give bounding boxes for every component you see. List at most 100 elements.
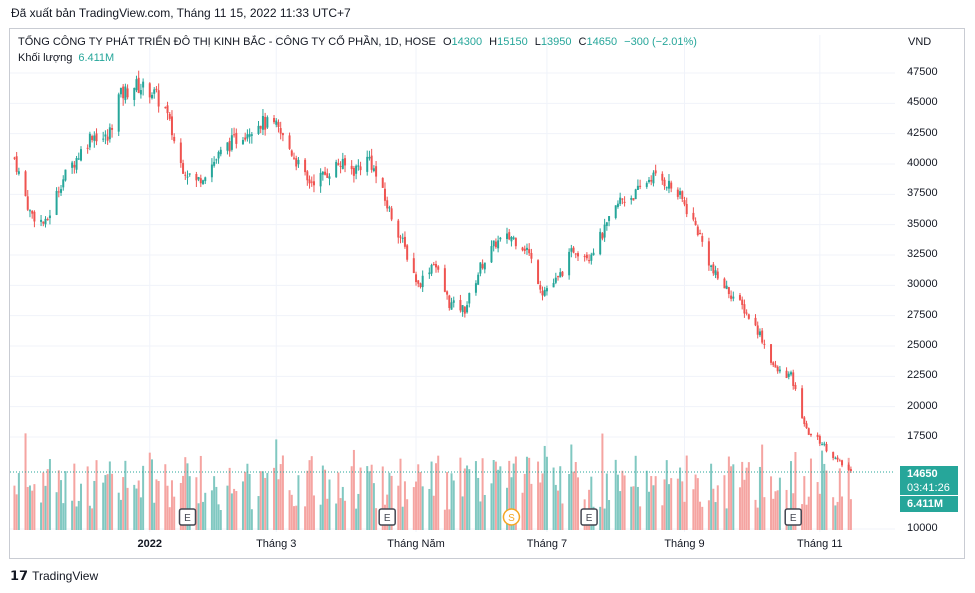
candle-body bbox=[632, 198, 635, 201]
candle-body bbox=[634, 189, 637, 200]
candle-body bbox=[608, 216, 611, 221]
volume-bar bbox=[295, 505, 298, 530]
volume-bar bbox=[630, 486, 633, 530]
candle-body bbox=[710, 265, 713, 268]
candle-body bbox=[135, 79, 138, 91]
candle-body bbox=[86, 147, 89, 149]
candle-body bbox=[157, 90, 160, 107]
tradingview-logo[interactable]: 𝟭𝟳 TradingView bbox=[10, 568, 98, 584]
volume-bar bbox=[836, 501, 839, 530]
candle-body bbox=[93, 135, 96, 141]
candle-body bbox=[60, 189, 63, 193]
candle-body bbox=[747, 314, 750, 319]
candle-body bbox=[785, 370, 788, 378]
volume-bar bbox=[31, 490, 34, 530]
high-value: 15150 bbox=[497, 36, 528, 48]
candle-body bbox=[139, 90, 142, 95]
logo-text: TradingView bbox=[32, 569, 99, 583]
candle-body bbox=[366, 156, 369, 172]
volume-bar bbox=[681, 481, 684, 530]
candle-body bbox=[399, 236, 402, 238]
volume-bar bbox=[106, 474, 109, 530]
candle-body bbox=[142, 81, 145, 88]
volume-bar bbox=[33, 484, 36, 530]
candle-body bbox=[776, 366, 779, 372]
volume-bar bbox=[210, 490, 213, 530]
volume-bar bbox=[257, 496, 260, 530]
candle-body bbox=[825, 444, 828, 452]
candle-body bbox=[685, 203, 688, 215]
candle-body bbox=[88, 133, 91, 148]
candle-body bbox=[230, 135, 233, 150]
volume-bar bbox=[685, 455, 688, 530]
volume-bar bbox=[55, 492, 58, 530]
volume-bar bbox=[328, 479, 331, 530]
candle-body bbox=[446, 291, 449, 295]
candle-body bbox=[359, 166, 362, 171]
candle-body bbox=[24, 171, 27, 197]
candle-body bbox=[246, 134, 249, 139]
volume-bar bbox=[199, 455, 202, 530]
volume-bar bbox=[217, 504, 220, 530]
split-event-label: S bbox=[508, 513, 515, 524]
candle-body bbox=[494, 241, 497, 248]
candle-body bbox=[836, 457, 839, 460]
volume-bar bbox=[273, 467, 276, 530]
volume-bar bbox=[368, 471, 371, 530]
y-tick-label: 25000 bbox=[907, 339, 938, 351]
candle-body bbox=[219, 149, 222, 155]
volume-bar bbox=[823, 463, 826, 530]
volume-bar bbox=[228, 467, 231, 530]
candle-body bbox=[62, 179, 65, 188]
volume-bar bbox=[437, 455, 440, 530]
volume-bar bbox=[712, 488, 715, 530]
volume-bar bbox=[723, 475, 726, 530]
volume-bar bbox=[570, 444, 573, 530]
candle-body bbox=[257, 125, 260, 134]
candle-body bbox=[111, 128, 114, 130]
volume-bar bbox=[372, 483, 375, 530]
volume-bar bbox=[727, 456, 730, 530]
volume-bar bbox=[48, 459, 51, 530]
candle-body bbox=[699, 233, 702, 235]
candle-body bbox=[13, 157, 16, 159]
candle-body bbox=[732, 296, 735, 299]
volume-bar bbox=[248, 474, 251, 530]
candle-body bbox=[153, 89, 156, 94]
volume-bar bbox=[197, 503, 200, 530]
candle-body bbox=[244, 137, 247, 140]
volume-bar bbox=[616, 474, 619, 530]
candle-body bbox=[692, 212, 695, 220]
candle-body bbox=[173, 136, 176, 142]
candle-body bbox=[264, 116, 267, 130]
volume-bar bbox=[603, 508, 606, 530]
candle-body bbox=[616, 203, 619, 207]
volume-bar bbox=[492, 459, 495, 530]
candle-body bbox=[355, 165, 358, 174]
candle-body bbox=[603, 224, 606, 238]
candle-body bbox=[466, 305, 469, 313]
volume-bar bbox=[102, 482, 105, 530]
candle-body bbox=[552, 282, 555, 288]
candle-body bbox=[215, 159, 218, 161]
candle-body bbox=[370, 155, 373, 170]
candle-body bbox=[261, 115, 264, 130]
volume-bars bbox=[13, 433, 852, 530]
candle-body bbox=[570, 248, 573, 252]
y-tick-label: 37500 bbox=[907, 187, 938, 200]
volume-bar bbox=[202, 501, 205, 530]
candle-body bbox=[281, 133, 284, 136]
volume-bar bbox=[80, 483, 82, 530]
currency-unit: VND bbox=[908, 36, 932, 48]
candle-body bbox=[168, 113, 171, 119]
volume-bar bbox=[406, 499, 409, 530]
volume-bar bbox=[838, 468, 841, 530]
candle-body bbox=[213, 161, 216, 166]
volume-bar bbox=[104, 475, 107, 530]
volume-bar bbox=[250, 509, 253, 530]
volume-bar bbox=[60, 480, 63, 530]
volume-bar bbox=[266, 472, 269, 530]
volume-bar bbox=[168, 507, 171, 530]
